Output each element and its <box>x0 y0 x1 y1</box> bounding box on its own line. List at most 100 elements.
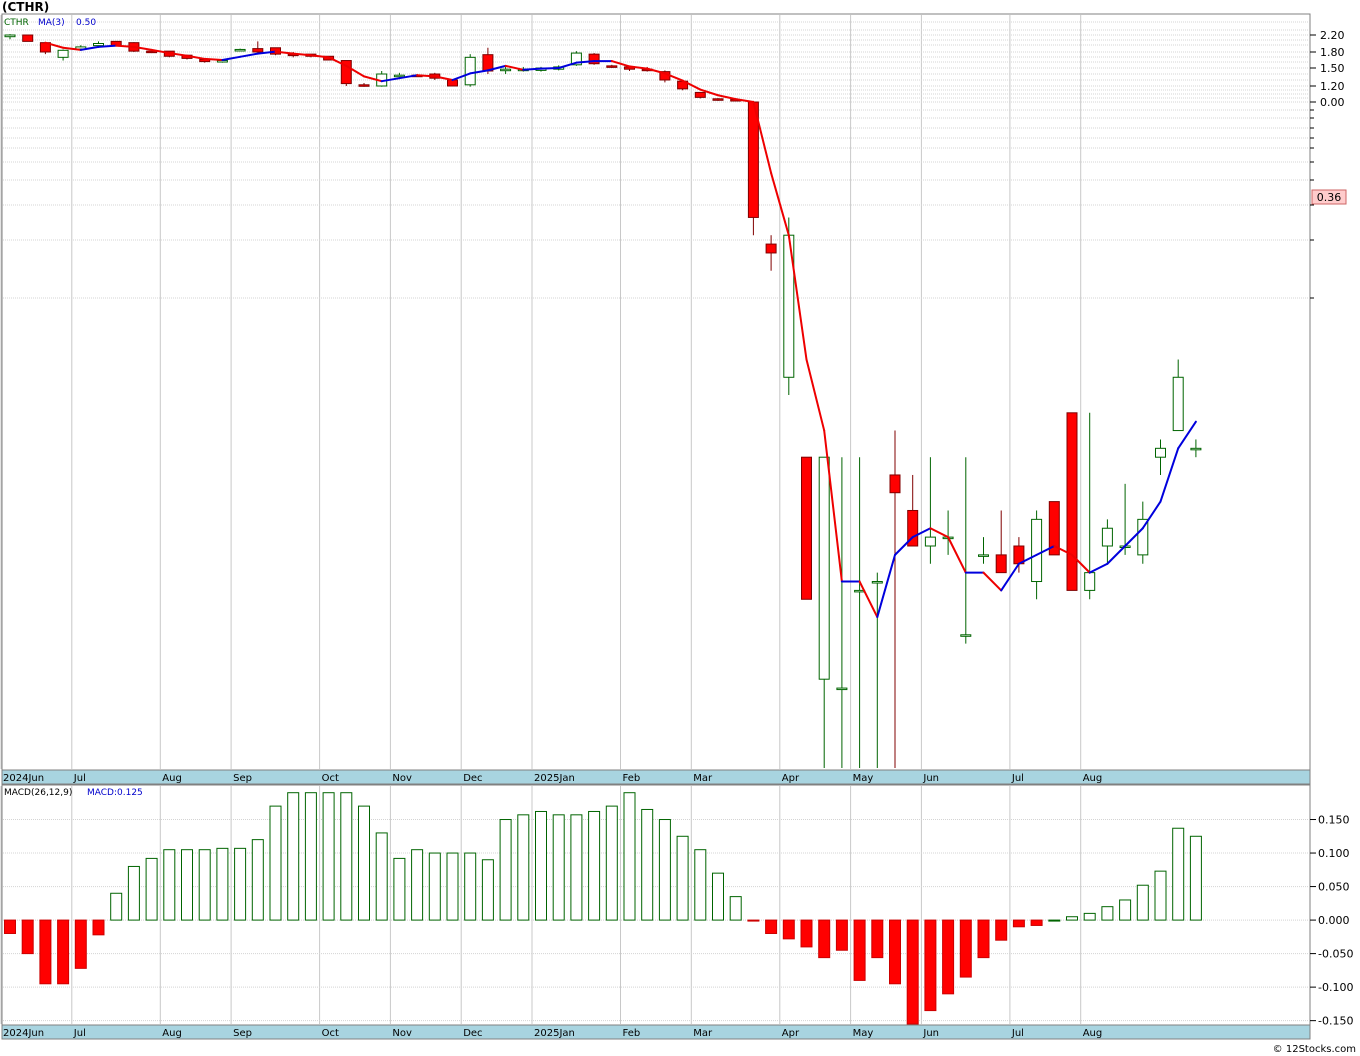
ma3-segment <box>1000 562 1020 592</box>
macd-bar <box>641 808 654 921</box>
macd-bar <box>251 839 264 921</box>
macd-bar <box>924 919 937 1012</box>
ma3-segment <box>575 60 596 64</box>
macd-bar <box>1101 906 1114 921</box>
macd-bar <box>340 792 353 921</box>
legend-ma: MA(3) <box>38 18 65 28</box>
candle <box>694 91 706 99</box>
macd-bar <box>535 810 547 921</box>
x-tick-label: Oct <box>322 773 339 784</box>
x-tick-label: Jun <box>922 1028 939 1039</box>
macd-bar <box>92 919 105 936</box>
ma3-segment <box>327 56 348 67</box>
ma3-segment <box>274 50 295 55</box>
macd-bar <box>1012 919 1025 928</box>
macd-bar <box>322 792 335 921</box>
ma3-segment <box>1141 500 1162 530</box>
ma3-segment <box>451 72 472 81</box>
candle <box>747 100 759 236</box>
price-panel: 2.20 1.80 1.50 1.20 0.00 0.36 CTHR MA(3) 0.5… <box>0 13 1347 771</box>
candle <box>801 456 812 600</box>
x-tick-label: Mar <box>693 773 713 784</box>
x-tick-label: 2024Jun <box>3 1028 44 1039</box>
x-tick-label: Apr <box>782 773 800 784</box>
x-tick-label: Mar <box>693 1028 713 1039</box>
ma3-segment <box>1159 447 1180 503</box>
ma3-segment <box>62 46 82 51</box>
macd-bar <box>74 919 87 969</box>
ma3-segment <box>1071 553 1091 574</box>
candle <box>1190 439 1202 458</box>
ma3-segment <box>97 44 118 48</box>
macd-bar <box>216 847 229 921</box>
macd-bar <box>1154 870 1167 921</box>
ma3-segments <box>44 41 1197 619</box>
ma3-segment <box>1035 545 1056 556</box>
chart-title: (CTHR) <box>2 0 50 14</box>
ma3-segment <box>911 527 932 539</box>
ma3-segment <box>929 527 950 539</box>
ma3-segment <box>186 54 206 60</box>
ma3-segment <box>486 64 507 72</box>
candle <box>4 34 16 40</box>
macd-bar <box>234 847 247 921</box>
macd-legend-indicator: MACD(26,12,9) <box>4 788 72 798</box>
macd-y-tick-label: 0.150 <box>1318 814 1350 827</box>
ma3-segment <box>380 77 401 83</box>
macd-plot-frame <box>1 784 1311 1026</box>
credit-text: © 12Stocks.com <box>1273 1044 1356 1055</box>
candle <box>358 83 370 87</box>
price-vertical-grid <box>0 15 1082 769</box>
ma3-segment <box>416 74 436 78</box>
ma3-segment <box>309 54 330 59</box>
ma3-segment <box>858 580 879 619</box>
x-tick-label: May <box>853 773 874 784</box>
candle <box>765 235 777 271</box>
ma3-segment <box>540 67 560 70</box>
macd-y-axis: 0.150 0.100 0.050 0.000 -0.050 -0.100 -0.150 <box>1310 814 1353 1028</box>
macd-bar <box>853 919 866 981</box>
macd-bar <box>765 919 778 934</box>
macd-bar <box>269 805 282 921</box>
x-tick-label: Aug <box>162 773 182 784</box>
x-tick-label: Feb <box>623 773 641 784</box>
x-tick-label: Aug <box>1083 1028 1103 1039</box>
ma3-segment <box>628 65 649 70</box>
ma3-segment <box>1124 527 1144 547</box>
candle <box>22 34 34 42</box>
macd-bar <box>623 792 636 921</box>
candle <box>924 457 936 564</box>
ma3-segment <box>876 553 896 619</box>
price-y-tick-label: 1.80 <box>1320 46 1345 59</box>
macd-bar <box>181 849 193 921</box>
macd-bar <box>1066 916 1078 921</box>
candle <box>1066 412 1078 591</box>
ma3-segment <box>115 44 135 48</box>
x-tick-label: 2025Jan <box>534 1028 575 1039</box>
macd-bar <box>39 919 52 985</box>
macd-bar <box>446 852 459 921</box>
candle <box>464 54 476 87</box>
candle <box>907 474 919 547</box>
macd-bar <box>1048 919 1061 922</box>
candle <box>978 537 989 564</box>
candle <box>889 430 901 768</box>
x-tick-label: Nov <box>392 773 412 784</box>
price-y-tick-label: 0.00 <box>1320 96 1345 109</box>
ma3-segment <box>1088 562 1109 574</box>
legend-ma-value: 0.50 <box>76 18 96 28</box>
macd-bar <box>21 919 34 955</box>
macd-bar <box>481 859 494 921</box>
macd-bar <box>835 919 848 951</box>
macd-panel: 0.150 0.100 0.050 0.000 -0.050 -0.100 -0.150 M… <box>0 784 1353 1028</box>
ma3-segment <box>663 72 684 82</box>
macd-bar <box>1083 912 1096 921</box>
macd-y-tick-label: 0.100 <box>1318 847 1350 860</box>
candle <box>712 98 724 101</box>
macd-bar <box>163 849 176 921</box>
macd-bar <box>552 814 565 921</box>
macd-bar <box>428 852 441 921</box>
price-date-axis-bar <box>1 769 1311 785</box>
ma3-segment <box>557 61 578 69</box>
ma3-segment <box>363 75 383 83</box>
